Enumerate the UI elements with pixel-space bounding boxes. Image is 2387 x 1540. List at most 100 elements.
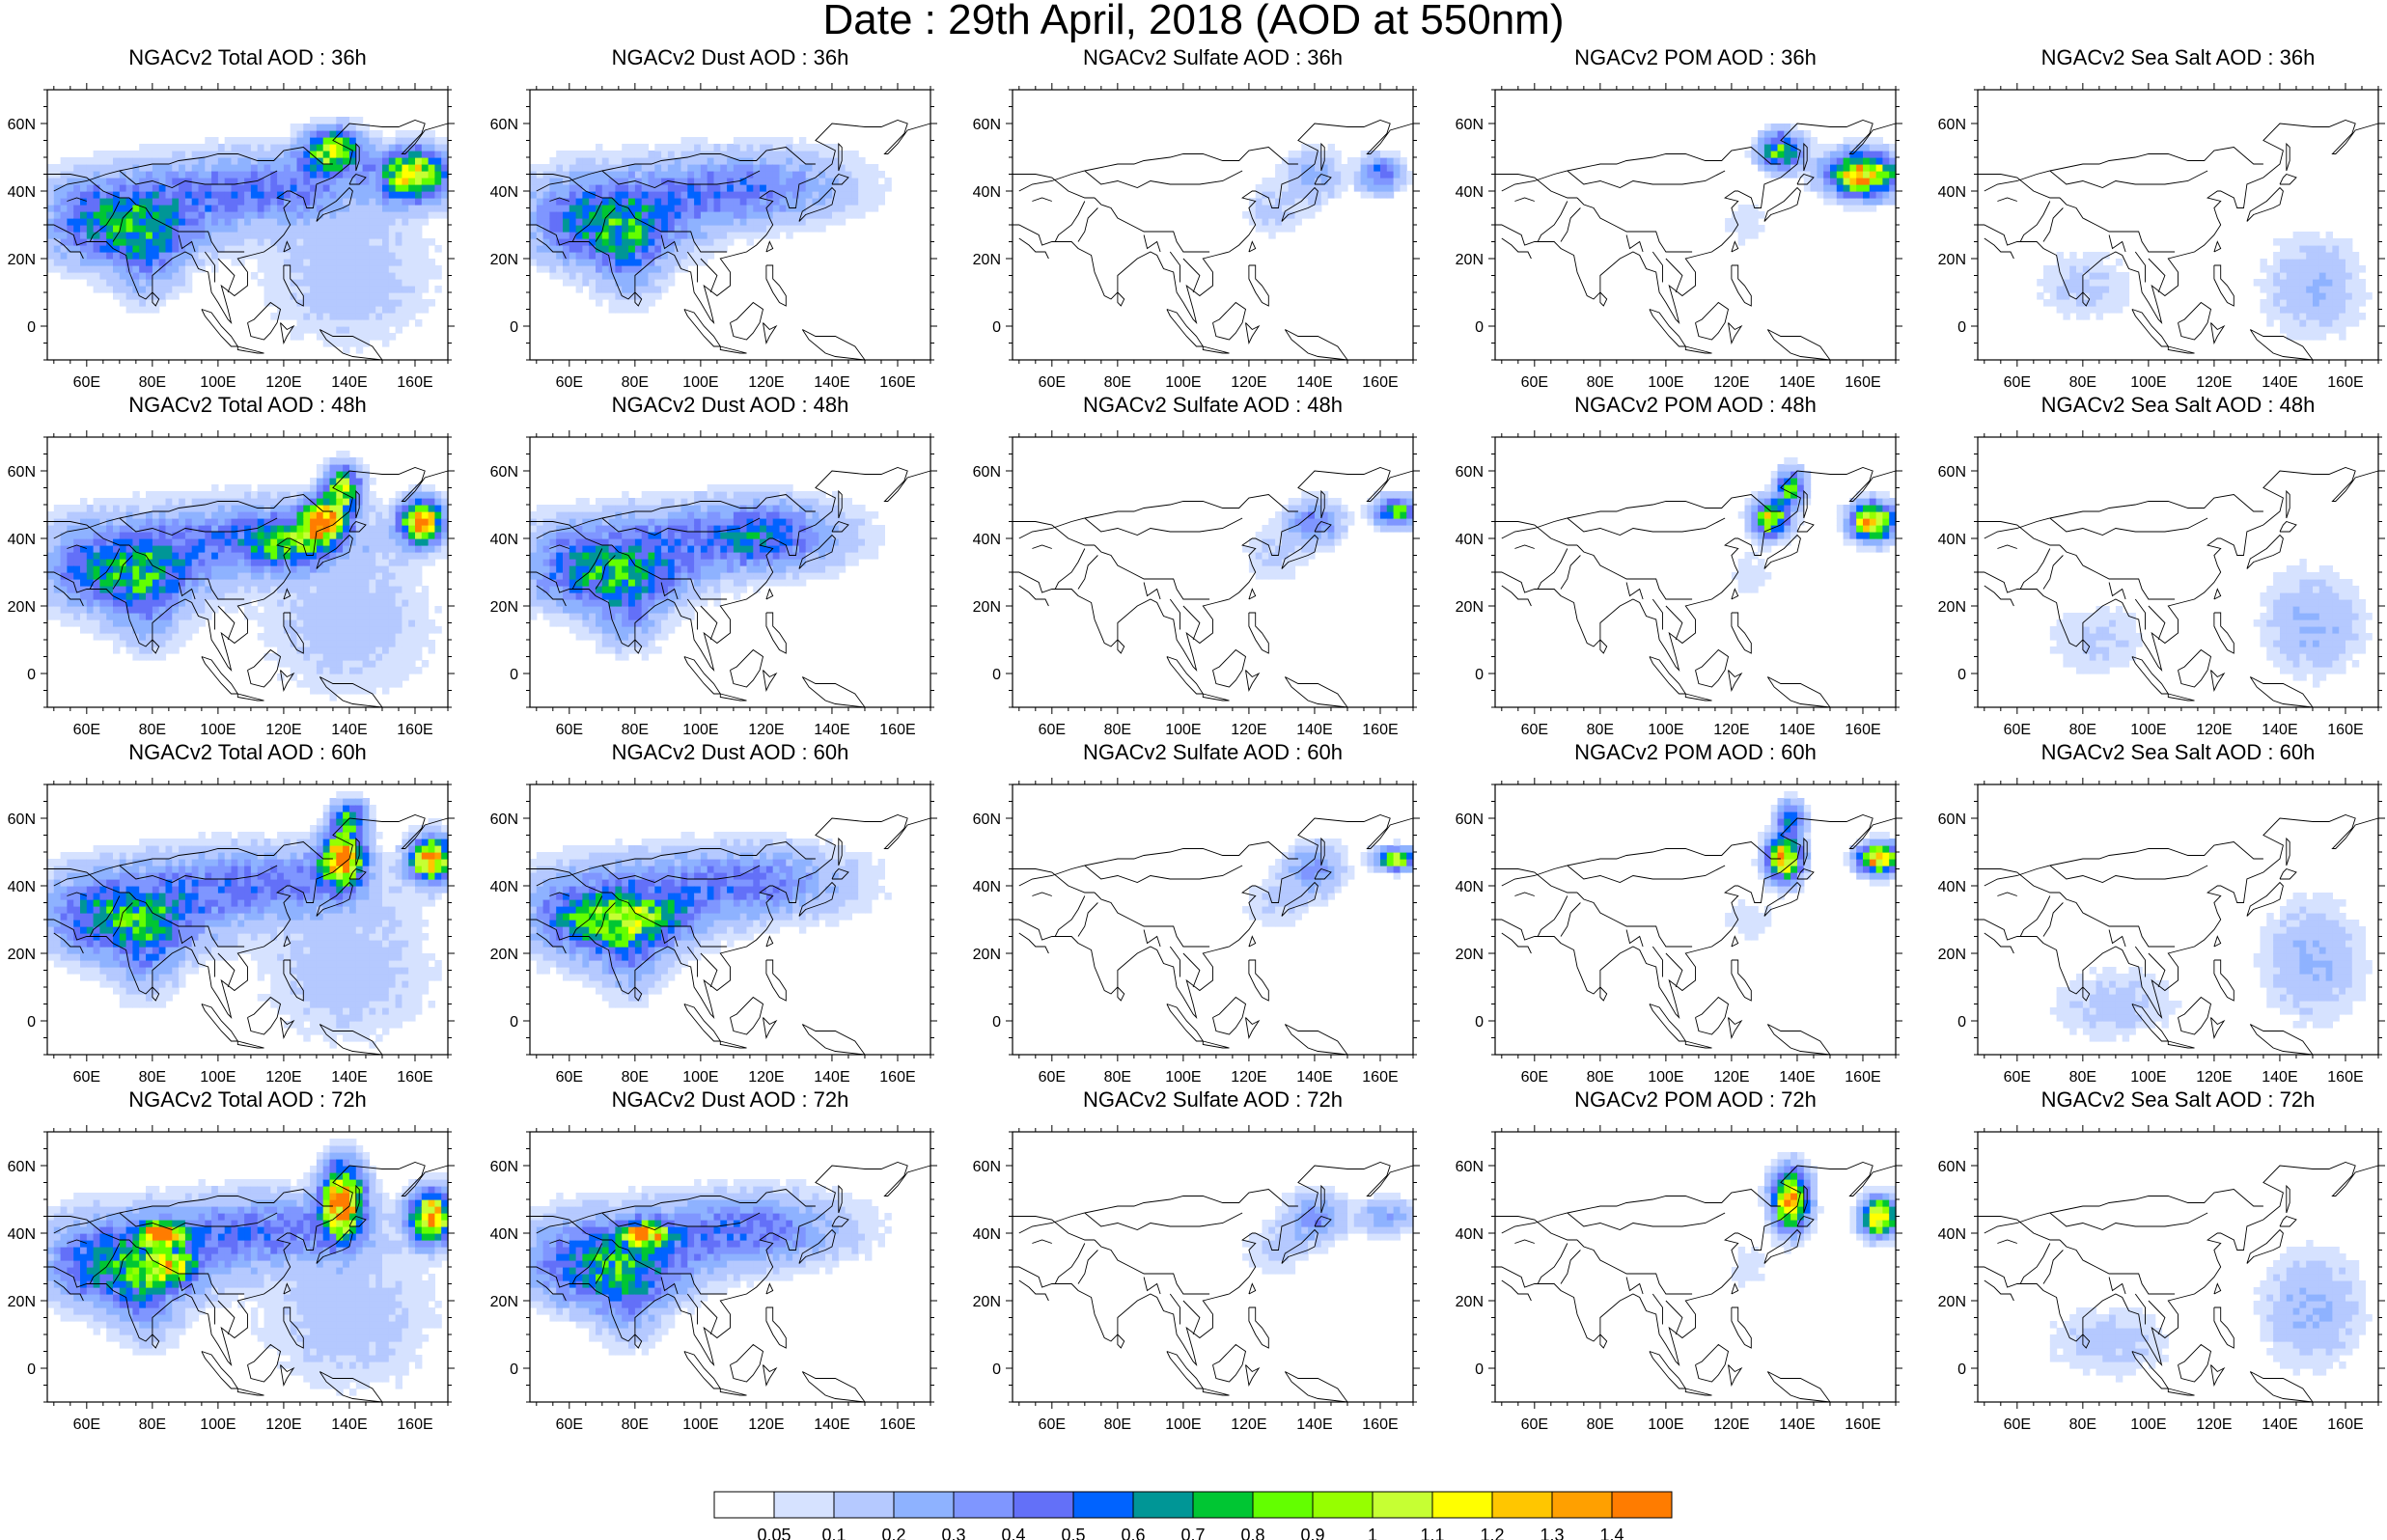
lon-tick-label: 100E xyxy=(2130,374,2166,391)
lat-tick-label: 60N xyxy=(8,1159,36,1175)
lon-tick-label: 140E xyxy=(1779,374,1815,391)
lat-tick-label: 0 xyxy=(510,1014,518,1031)
lon-tick-label: 80E xyxy=(1587,722,1614,738)
colorbar-swatch xyxy=(1491,1491,1553,1519)
lon-tick-label: 100E xyxy=(1165,1069,1201,1086)
colorbar-label: 1 xyxy=(1368,1526,1377,1540)
lat-tick-label: 20N xyxy=(8,947,36,963)
map-panel: NGACv2 Total AOD : 48h 60E 80E 100E 120E 140E… xyxy=(0,393,482,738)
map-panel: NGACv2 Sulfate AOD : 36h 60E 80E 100E 120E 14… xyxy=(964,45,1447,391)
lon-tick-label: 160E xyxy=(397,722,432,738)
map-panel: NGACv2 Sea Salt AOD : 72h 60E 80E 100E 120E 1… xyxy=(1929,1087,2387,1433)
lon-tick-label: 160E xyxy=(397,1416,432,1433)
colorbar-label: 1.1 xyxy=(1420,1526,1444,1540)
lat-tick-label: 40N xyxy=(490,184,518,201)
map-panel: NGACv2 Dust AOD : 48h 60E 80E 100E 120E 140E 1… xyxy=(482,393,964,738)
lon-tick-label: 80E xyxy=(1587,1416,1614,1433)
lon-tick-label: 120E xyxy=(265,722,301,738)
panel-title: NGACv2 Sulfate AOD : 48h xyxy=(1082,393,1344,417)
map-frame xyxy=(1494,784,1897,1056)
lat-tick-label: 0 xyxy=(992,667,1001,683)
lon-tick-label: 100E xyxy=(200,1069,236,1086)
coastlines xyxy=(1978,1162,2379,1403)
aod-map: 60E 80E 100E 120E 140E 160E 60N 40N 20N 0 xyxy=(1456,83,1902,391)
map-panel: NGACv2 POM AOD : 60h 60E 80E 100E 120E 140E 16… xyxy=(1447,740,1929,1086)
lon-tick-label: 120E xyxy=(1713,722,1749,738)
lat-tick-label: 60N xyxy=(1456,464,1484,481)
lon-tick-label: 80E xyxy=(2069,1069,2096,1086)
lat-tick-label: 40N xyxy=(1938,184,1966,201)
lat-tick-label: 60N xyxy=(973,811,1001,828)
panel-title: NGACv2 Sulfate AOD : 72h xyxy=(1082,1087,1344,1112)
aod-shading xyxy=(2049,893,2373,1042)
aod-shading xyxy=(47,451,449,701)
colorbar-label: 0.7 xyxy=(1180,1526,1205,1540)
lat-tick-label: 60N xyxy=(973,464,1001,481)
panel-title: NGACv2 Sea Salt AOD : 60h xyxy=(2040,740,2316,764)
lat-tick-label: 0 xyxy=(992,319,1001,336)
panel-title: NGACv2 Sea Salt AOD : 72h xyxy=(2040,1087,2316,1112)
lon-tick-label: 120E xyxy=(265,1069,301,1086)
lat-tick-label: 40N xyxy=(490,1226,518,1243)
aod-map: 60E 80E 100E 120E 140E 160E 60N 40N 20N 0 xyxy=(1938,1125,2385,1433)
lat-tick-label: 0 xyxy=(1957,1361,1966,1378)
lat-tick-label: 60N xyxy=(1456,117,1484,133)
map-panel: NGACv2 Sea Salt AOD : 48h 60E 80E 100E 120E 1… xyxy=(1929,393,2387,738)
lon-tick-label: 140E xyxy=(1779,722,1815,738)
lat-tick-label: 40N xyxy=(973,184,1001,201)
lon-tick-label: 160E xyxy=(2327,1069,2363,1086)
lat-tick-label: 60N xyxy=(1938,117,1966,133)
lat-tick-label: 40N xyxy=(973,532,1001,548)
lat-tick-label: 60N xyxy=(973,117,1001,133)
colorbar-label: 0.8 xyxy=(1240,1526,1264,1540)
lat-tick-label: 40N xyxy=(1456,1226,1484,1243)
coastlines xyxy=(1495,120,1897,361)
lon-tick-label: 160E xyxy=(1845,374,1880,391)
lon-tick-label: 100E xyxy=(200,374,236,391)
map-panel: NGACv2 Dust AOD : 60h 60E 80E 100E 120E 140E 1… xyxy=(482,740,964,1086)
lon-tick-label: 80E xyxy=(622,1069,649,1086)
lon-tick-label: 60E xyxy=(73,374,100,391)
lat-tick-label: 20N xyxy=(973,599,1001,616)
lon-tick-label: 80E xyxy=(1587,374,1614,391)
lon-tick-label: 120E xyxy=(1713,1416,1749,1433)
colorbar-label: 0.5 xyxy=(1061,1526,1085,1540)
lon-tick-label: 100E xyxy=(200,1416,236,1433)
lat-tick-label: 60N xyxy=(8,117,36,133)
panel-title: NGACv2 Dust AOD : 60h xyxy=(611,740,849,764)
lon-tick-label: 80E xyxy=(1104,1069,1131,1086)
aod-map: 60E 80E 100E 120E 140E 160E 60N 40N 20N 0 xyxy=(1456,430,1902,738)
lat-tick-label: 40N xyxy=(8,532,36,548)
aod-map: 60E 80E 100E 120E 140E 160E 60N 40N 20N 0 xyxy=(1938,83,2385,391)
lon-tick-label: 60E xyxy=(556,722,583,738)
lon-tick-label: 160E xyxy=(397,374,432,391)
aod-map: 60E 80E 100E 120E 140E 160E 60N 40N 20N 0 xyxy=(8,83,455,391)
lon-tick-label: 100E xyxy=(1165,722,1201,738)
lat-tick-label: 0 xyxy=(1475,1361,1484,1378)
lon-tick-label: 140E xyxy=(331,722,367,738)
lat-tick-label: 0 xyxy=(1957,667,1966,683)
aod-shading xyxy=(1242,839,1414,927)
panel-title: NGACv2 POM AOD : 60h xyxy=(1574,740,1817,764)
lon-tick-label: 160E xyxy=(397,1069,432,1086)
map-frame xyxy=(1494,89,1897,361)
lon-tick-label: 120E xyxy=(1713,1069,1749,1086)
lat-tick-label: 40N xyxy=(1938,1226,1966,1243)
lon-tick-label: 120E xyxy=(748,1416,784,1433)
panel-title: NGACv2 Dust AOD : 48h xyxy=(611,393,849,417)
lat-tick-label: 20N xyxy=(1938,1294,1966,1310)
colorbar-label: 0.3 xyxy=(941,1526,965,1540)
lon-tick-label: 120E xyxy=(2196,1069,2232,1086)
lon-tick-label: 100E xyxy=(1165,1416,1201,1433)
lon-tick-label: 100E xyxy=(200,722,236,738)
lat-tick-label: 20N xyxy=(490,947,518,963)
lon-tick-label: 120E xyxy=(1231,1069,1266,1086)
lon-tick-label: 60E xyxy=(1039,374,1066,391)
map-panel: NGACv2 Sea Salt AOD : 60h 60E 80E 100E 120E 1… xyxy=(1929,740,2387,1086)
aod-shading xyxy=(530,1179,892,1356)
lat-tick-label: 60N xyxy=(490,811,518,828)
lat-tick-label: 20N xyxy=(490,599,518,616)
lat-tick-label: 60N xyxy=(8,811,36,828)
lon-tick-label: 120E xyxy=(2196,1416,2232,1433)
lon-tick-label: 60E xyxy=(73,1069,100,1086)
